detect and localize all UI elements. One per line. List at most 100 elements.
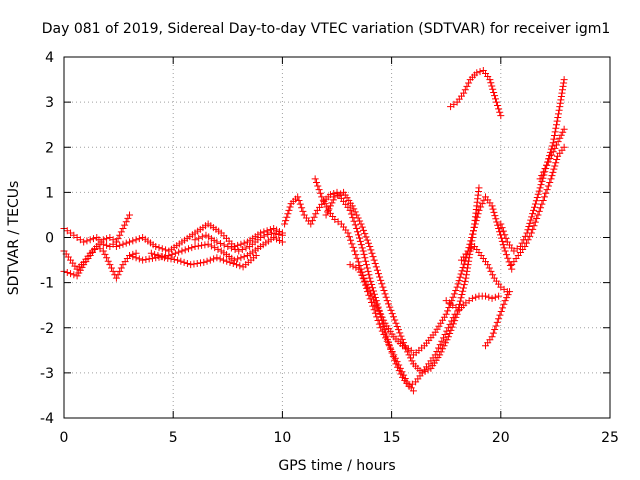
data-point-marker: [390, 351, 398, 359]
data-point-marker: [380, 331, 388, 339]
data-point-marker: [500, 244, 508, 252]
data-point-marker: [498, 224, 506, 232]
data-point-marker: [408, 357, 416, 365]
data-point-marker: [203, 257, 211, 265]
data-point-marker: [399, 339, 407, 347]
data-point-marker: [553, 155, 561, 163]
data-point-marker: [527, 229, 535, 237]
data-point-marker: [191, 236, 199, 244]
data-point-marker: [352, 264, 360, 272]
data-point-marker: [494, 102, 502, 110]
data-point-marker: [240, 239, 248, 247]
data-point-marker: [187, 261, 195, 269]
data-point-marker: [384, 300, 392, 308]
data-point-marker: [356, 261, 364, 269]
data-point-marker: [388, 347, 396, 355]
data-point-marker: [372, 263, 380, 271]
data-point-marker: [393, 358, 401, 366]
data-point-marker: [535, 187, 543, 195]
data-point-marker: [550, 135, 558, 143]
data-point-marker: [538, 200, 546, 208]
data-point-marker: [367, 246, 375, 254]
data-point-marker: [358, 223, 366, 231]
data-point-marker: [459, 263, 467, 271]
data-point-marker: [122, 239, 130, 247]
data-point-marker: [295, 196, 303, 204]
data-point-marker: [357, 220, 365, 228]
data-point-marker: [557, 96, 565, 104]
data-point-marker: [461, 86, 469, 94]
data-point-marker: [139, 256, 147, 264]
data-point-marker: [362, 257, 370, 265]
data-point-marker: [198, 241, 206, 249]
data-point-marker: [524, 236, 532, 244]
data-point-marker: [467, 237, 475, 245]
data-point-marker: [371, 259, 379, 267]
data-point-marker: [444, 307, 452, 315]
data-point-marker: [440, 313, 448, 321]
series-arc-17: [497, 76, 568, 255]
data-point-marker: [495, 292, 503, 300]
data-point-marker: [164, 254, 172, 262]
data-point-marker: [103, 254, 111, 262]
data-point-marker: [501, 247, 509, 255]
data-point-marker: [99, 247, 107, 255]
data-point-marker: [167, 255, 175, 263]
data-point-marker: [533, 215, 541, 223]
data-point-marker: [214, 245, 222, 253]
data-point-marker: [491, 212, 499, 220]
data-point-marker: [177, 257, 185, 265]
data-point-marker: [357, 241, 365, 249]
data-point-marker: [233, 261, 241, 269]
data-point-marker: [310, 213, 318, 221]
data-point-marker: [119, 224, 127, 232]
data-point-marker: [401, 375, 409, 383]
data-point-marker: [407, 354, 415, 362]
data-point-marker: [549, 148, 557, 156]
data-point-marker: [360, 226, 368, 234]
data-point-marker: [506, 288, 514, 296]
data-point-marker: [475, 206, 483, 214]
data-point-marker: [547, 175, 555, 183]
data-point-marker: [194, 242, 202, 250]
data-point-marker: [238, 246, 246, 254]
data-point-marker: [264, 230, 272, 238]
data-point-marker: [283, 213, 291, 221]
data-point-marker: [257, 234, 265, 241]
data-point-marker: [465, 79, 473, 87]
data-point-marker: [441, 339, 449, 347]
data-point-marker: [346, 206, 354, 214]
data-point-marker: [278, 238, 286, 246]
data-point-marker: [470, 227, 477, 235]
data-point-marker: [375, 307, 383, 315]
data-point-marker: [560, 79, 568, 87]
data-point-marker: [201, 241, 209, 249]
data-point-marker: [174, 256, 182, 264]
data-point-marker: [284, 210, 292, 218]
data-point-marker: [219, 256, 227, 264]
data-point-marker: [63, 268, 71, 276]
data-point-marker: [213, 238, 221, 246]
series-arc-8: [281, 188, 459, 390]
data-point-marker: [456, 297, 464, 305]
data-point-marker: [488, 294, 496, 302]
series-arc-6: [147, 249, 260, 271]
data-point-marker: [168, 250, 176, 258]
data-point-marker: [386, 303, 394, 311]
series-arc-13: [442, 292, 503, 314]
data-point-marker: [260, 232, 268, 240]
data-point-marker: [281, 220, 289, 228]
data-point-marker: [321, 200, 329, 208]
data-point-marker: [397, 332, 405, 340]
data-point-marker: [531, 218, 539, 226]
data-point-marker: [271, 230, 279, 238]
y-tick-label: -1: [40, 276, 54, 292]
data-point-marker: [358, 271, 366, 279]
data-point-marker: [534, 211, 542, 219]
data-point-marker: [493, 218, 501, 226]
data-point-marker: [494, 221, 502, 229]
data-point-marker: [491, 293, 499, 301]
data-point-marker: [468, 234, 476, 241]
data-point-marker: [448, 323, 456, 331]
data-point-marker: [108, 264, 116, 272]
